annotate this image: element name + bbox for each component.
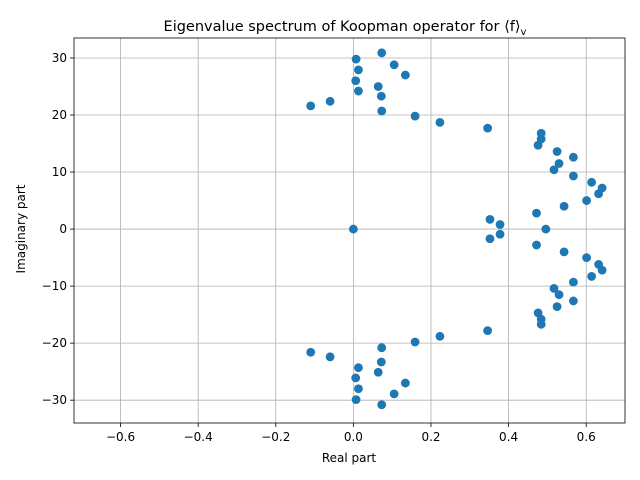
x-axis-label: Real part <box>322 451 377 465</box>
data-point <box>568 152 578 162</box>
y-tick-label: 10 <box>52 165 67 179</box>
data-point <box>351 54 361 64</box>
plot-frame <box>73 37 626 424</box>
x-tick-label: 0.0 <box>344 430 363 444</box>
data-points <box>306 48 607 410</box>
data-point <box>568 296 578 306</box>
data-point <box>351 76 361 86</box>
chart-title: Eigenvalue spectrum of Koopman operator … <box>164 19 527 38</box>
data-point <box>354 86 363 96</box>
data-point <box>559 201 569 211</box>
data-point <box>435 118 445 127</box>
data-point <box>554 290 564 300</box>
data-point <box>532 240 541 250</box>
data-point <box>354 363 363 373</box>
data-point <box>554 159 564 168</box>
y-axis-label: Imaginary part <box>14 184 28 273</box>
data-point <box>354 384 363 394</box>
data-point <box>485 214 495 224</box>
data-point <box>376 91 386 101</box>
data-point <box>373 82 383 91</box>
data-point <box>552 147 562 156</box>
x-axis-ticks: −0.6 −0.4 −0.2 0.0 0.2 0.4 0.6 <box>106 423 596 444</box>
data-point <box>483 326 493 335</box>
data-point <box>495 220 505 229</box>
data-point <box>549 283 559 293</box>
data-point <box>568 171 578 181</box>
data-point <box>351 373 361 383</box>
data-point <box>483 123 493 133</box>
data-point <box>377 48 387 58</box>
data-point <box>348 224 358 234</box>
data-point <box>559 247 569 257</box>
data-point <box>597 183 607 193</box>
data-point <box>549 165 559 175</box>
data-point <box>435 331 445 341</box>
data-point <box>377 400 387 410</box>
y-tick-label: −10 <box>42 279 67 293</box>
data-point <box>582 253 591 262</box>
data-point <box>389 389 399 399</box>
data-point <box>597 265 607 275</box>
data-point <box>485 234 495 244</box>
data-point <box>377 106 387 116</box>
chart-title-main: Eigenvalue spectrum of Koopman operator … <box>164 19 521 35</box>
data-point <box>373 367 383 377</box>
data-point <box>410 337 420 347</box>
x-tick-label: −0.4 <box>184 430 213 444</box>
data-point <box>389 60 399 70</box>
x-tick-label: 0.4 <box>499 430 518 444</box>
data-point <box>536 128 546 138</box>
data-point <box>495 229 505 239</box>
chart-title-subscript: v <box>521 27 527 38</box>
data-point <box>325 352 335 362</box>
data-point <box>400 378 410 388</box>
y-tick-label: 20 <box>52 108 67 122</box>
data-point <box>410 111 420 121</box>
x-tick-label: 0.6 <box>577 430 596 444</box>
data-point <box>306 347 316 357</box>
data-point <box>587 177 597 187</box>
y-tick-label: −20 <box>42 336 67 350</box>
grid <box>74 38 625 423</box>
data-point <box>541 224 551 234</box>
data-point <box>582 196 591 205</box>
x-tick-label: −0.2 <box>261 430 290 444</box>
data-point <box>306 101 316 111</box>
data-point <box>377 343 387 353</box>
data-point <box>587 272 597 281</box>
y-tick-label: 30 <box>52 51 67 65</box>
x-tick-label: −0.6 <box>106 430 135 444</box>
y-tick-label: 0 <box>59 222 67 236</box>
data-point <box>400 70 410 80</box>
data-point <box>532 208 541 218</box>
data-point <box>325 96 335 106</box>
x-tick-label: 0.2 <box>421 430 440 444</box>
y-tick-label: −30 <box>42 393 67 407</box>
data-point <box>354 65 363 75</box>
data-point <box>568 277 578 287</box>
data-point <box>376 357 386 367</box>
data-point <box>351 395 361 405</box>
data-point <box>552 302 562 312</box>
data-point <box>536 319 546 329</box>
y-axis-ticks: −30 −20 −10 0 10 20 30 <box>42 51 74 407</box>
